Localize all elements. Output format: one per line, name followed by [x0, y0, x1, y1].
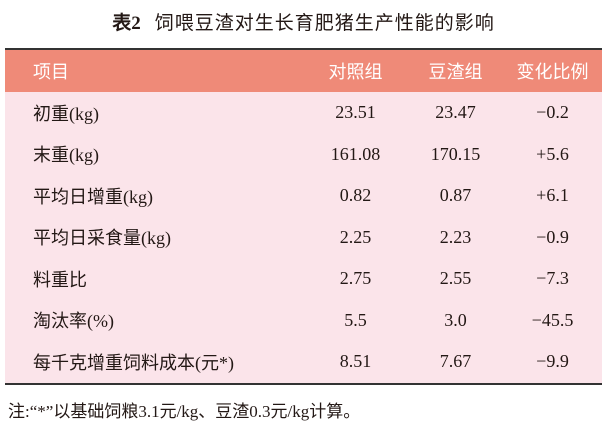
table-cell: 2.23	[408, 216, 503, 258]
table-cell: −0.9	[503, 216, 602, 258]
header-cell: 对照组	[303, 49, 408, 92]
table-cell: −45.5	[503, 299, 602, 341]
table-row: 每千克增重饲料成本(元*) 8.51 7.67 −9.9	[5, 341, 602, 384]
footnote: 注:“*”以基础饲粮3.1元/kg、豆渣0.3元/kg计算。	[8, 402, 361, 421]
table-cell: 初重(kg)	[5, 92, 303, 134]
table-row: 淘汰率(%) 5.5 3.0 −45.5	[5, 299, 602, 341]
table-cell: 8.51	[303, 341, 408, 384]
table-cell: 0.82	[303, 175, 408, 217]
table-cell: 2.75	[303, 258, 408, 300]
table-row: 平均日采食量(kg) 2.25 2.23 −0.9	[5, 216, 602, 258]
table-row: 料重比 2.75 2.55 −7.3	[5, 258, 602, 300]
header-cell: 豆渣组	[408, 49, 503, 92]
table-title-text: 饲喂豆渣对生长育肥猪生产性能的影响	[154, 12, 495, 34]
table-cell: −7.3	[503, 258, 602, 300]
table-cell: +5.6	[503, 133, 602, 175]
table-cell: 170.15	[408, 133, 503, 175]
table-cell: 3.0	[408, 299, 503, 341]
table-cell: −0.2	[503, 92, 602, 134]
table-cell: 5.5	[303, 299, 408, 341]
table-cell: 0.87	[408, 175, 503, 217]
table-row: 初重(kg) 23.51 23.47 −0.2	[5, 92, 602, 134]
table-row: 末重(kg) 161.08 170.15 +5.6	[5, 133, 602, 175]
table-cell: 161.08	[303, 133, 408, 175]
table-cell: 料重比	[5, 258, 303, 300]
table-cell: 淘汰率(%)	[5, 299, 303, 341]
header-cell: 变化比例	[503, 49, 602, 92]
table-cell: 23.51	[303, 92, 408, 134]
table-cell: 7.67	[408, 341, 503, 384]
header-row: 项目 对照组 豆渣组 变化比例	[5, 49, 602, 92]
table-row: 平均日增重(kg) 0.82 0.87 +6.1	[5, 175, 602, 217]
table-cell: 23.47	[408, 92, 503, 134]
table-body: 初重(kg) 23.51 23.47 −0.2 末重(kg) 161.08 170.15 +5…	[5, 92, 602, 384]
table-cell: 末重(kg)	[5, 133, 303, 175]
table-cell: 平均日增重(kg)	[5, 175, 303, 217]
table-cell: 平均日采食量(kg)	[5, 216, 303, 258]
table-cell: 2.25	[303, 216, 408, 258]
table-cell: −9.9	[503, 341, 602, 384]
table-cell: +6.1	[503, 175, 602, 217]
table-label: 表2	[112, 13, 141, 34]
header-cell: 项目	[5, 49, 303, 92]
table-cell: 2.55	[408, 258, 503, 300]
table-title: 表2 饲喂豆渣对生长育肥猪生产性能的影响	[0, 8, 607, 35]
data-table: 项目 对照组 豆渣组 变化比例 初重(kg) 23.51 23.47 −0.2 末重(kg) 1…	[5, 48, 602, 385]
table-cell: 每千克增重饲料成本(元*)	[5, 341, 303, 384]
